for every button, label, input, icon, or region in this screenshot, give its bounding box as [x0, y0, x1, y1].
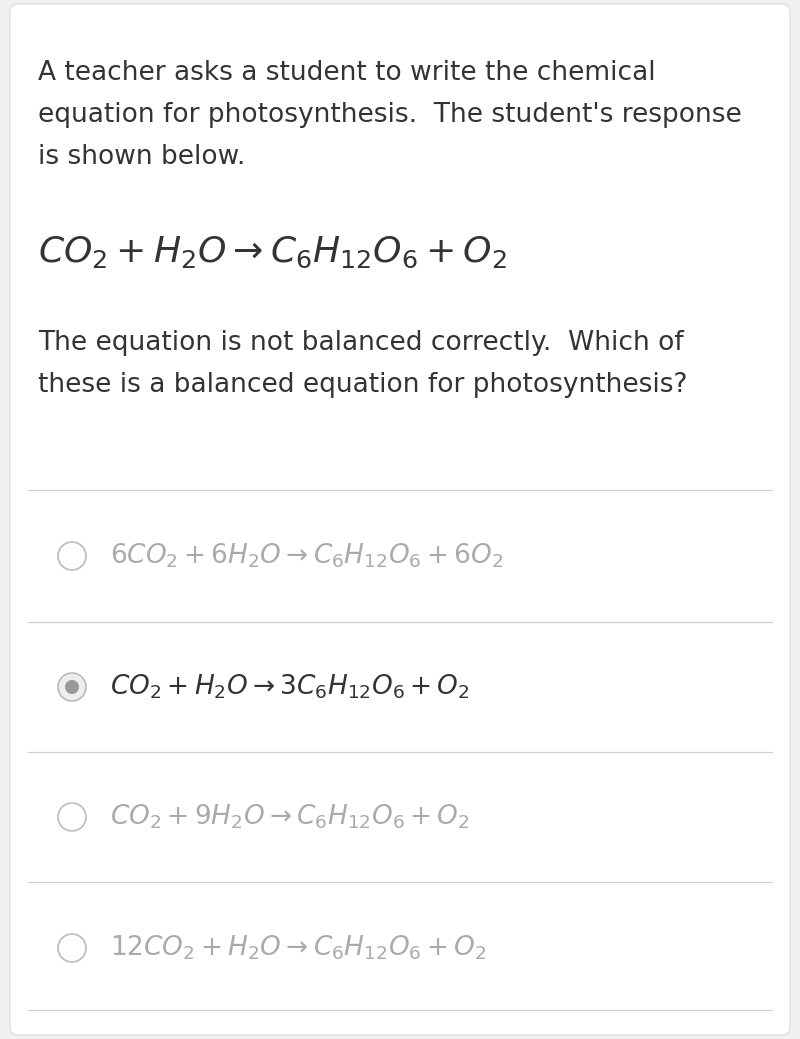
- Text: these is a balanced equation for photosynthesis?: these is a balanced equation for photosy…: [38, 372, 687, 398]
- Text: A teacher asks a student to write the chemical: A teacher asks a student to write the ch…: [38, 60, 656, 86]
- Circle shape: [58, 934, 86, 962]
- Text: $\mathit{CO_2 + 9H_2O \rightarrow C_6H_{12}O_6 + O_2}$: $\mathit{CO_2 + 9H_2O \rightarrow C_6H_{…: [110, 803, 470, 831]
- FancyBboxPatch shape: [10, 4, 790, 1035]
- Text: $\mathit{12CO_2 + H_2O \rightarrow C_6H_{12}O_6 + O_2}$: $\mathit{12CO_2 + H_2O \rightarrow C_6H_…: [110, 934, 486, 962]
- Circle shape: [58, 673, 86, 701]
- Text: The equation is not balanced correctly.  Which of: The equation is not balanced correctly. …: [38, 330, 684, 356]
- Circle shape: [65, 680, 79, 694]
- Text: $6CO_2 + 6H_2O \rightarrow C_6H_{12}O_6 + 6O_2$: $6CO_2 + 6H_2O \rightarrow C_6H_{12}O_6 …: [110, 541, 503, 570]
- Text: $\mathit{CO_2 + H_2O \rightarrow 3C_6H_{12}O_6 + O_2}$: $\mathit{CO_2 + H_2O \rightarrow 3C_6H_{…: [110, 672, 470, 701]
- Circle shape: [58, 803, 86, 831]
- Text: is shown below.: is shown below.: [38, 144, 246, 170]
- Circle shape: [58, 542, 86, 570]
- Text: equation for photosynthesis.  The student's response: equation for photosynthesis. The student…: [38, 102, 742, 128]
- Text: $\mathit{CO_2 + H_2O \rightarrow C_6H_{12}O_6 + O_2}$: $\mathit{CO_2 + H_2O \rightarrow C_6H_{1…: [38, 235, 506, 270]
